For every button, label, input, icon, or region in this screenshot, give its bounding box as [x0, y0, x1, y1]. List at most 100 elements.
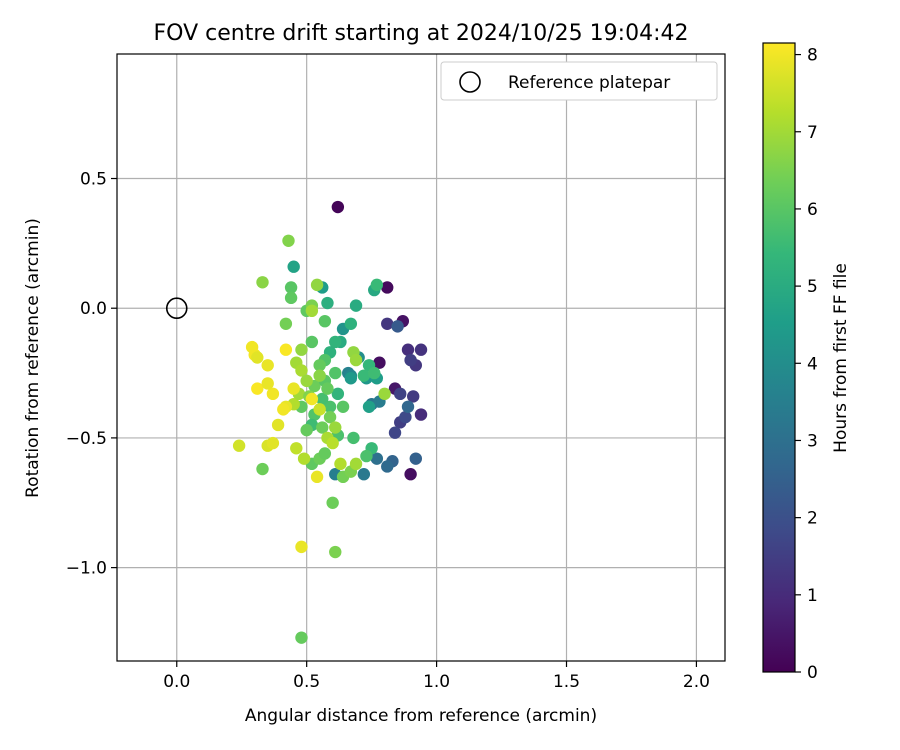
data-point [362, 400, 376, 413]
data-point [266, 436, 280, 450]
data-point [331, 387, 345, 401]
x-tick-label: 0.0 [163, 672, 190, 692]
data-point [347, 431, 360, 445]
colorbar-tick-label: 0 [807, 663, 818, 683]
data-point [404, 468, 417, 481]
data-point [297, 452, 311, 465]
data-point [316, 392, 329, 406]
data-point [329, 335, 342, 349]
data-point [282, 234, 295, 247]
data-point [251, 382, 264, 395]
data-point [290, 442, 303, 455]
data-point [323, 410, 337, 424]
data-point [256, 276, 269, 289]
data-point [349, 457, 363, 471]
colorbar-tick-label: 1 [807, 586, 818, 606]
data-point [329, 545, 342, 559]
data-point [251, 351, 264, 364]
data-point [321, 296, 334, 310]
data-point [357, 369, 371, 382]
scatter-points [232, 200, 428, 644]
x-tick-label: 1.0 [423, 672, 450, 692]
data-point [313, 403, 326, 416]
y-axis-label: Rotation from reference (arcmin) [23, 218, 43, 498]
data-point [277, 403, 290, 416]
colorbar-tick-label: 2 [807, 509, 818, 529]
data-point [284, 291, 298, 305]
data-point [329, 421, 342, 434]
y-tick-label: 0.5 [80, 170, 107, 190]
colorbar-tick-label: 4 [807, 354, 818, 374]
colorbar-tick-label: 3 [807, 431, 818, 451]
data-point [256, 462, 269, 476]
data-point [349, 353, 363, 367]
x-tick-label: 1.5 [553, 672, 580, 692]
data-point [326, 496, 339, 509]
plot-area [117, 54, 725, 661]
data-point [295, 343, 308, 356]
data-point [344, 317, 358, 330]
x-axis-ticks: 0.0 0.5 1.0 1.5 2.0 [163, 661, 710, 692]
colorbar-tick-label: 7 [807, 123, 818, 143]
data-point [394, 387, 407, 401]
y-tick-label: −1.0 [66, 559, 107, 579]
colorbar-tick-label: 5 [807, 277, 818, 297]
legend: Reference platepar [440, 61, 718, 101]
data-point [370, 278, 384, 292]
data-point [287, 260, 300, 273]
grid-lines [117, 54, 725, 661]
data-point [334, 457, 347, 471]
plot-frame [116, 53, 726, 662]
data-point [310, 278, 324, 292]
data-point [378, 387, 391, 401]
data-point [331, 200, 345, 214]
legend-box [440, 61, 718, 101]
data-point [245, 340, 259, 354]
data-point [295, 631, 308, 644]
data-point [300, 423, 313, 437]
reference-platepar-marker [165, 297, 188, 320]
data-point [279, 317, 293, 330]
data-point [360, 449, 373, 463]
data-point [261, 359, 274, 372]
data-point [295, 364, 308, 377]
colorbar-gradient [762, 42, 796, 673]
data-point [287, 382, 300, 395]
data-point [349, 299, 363, 312]
data-point [336, 400, 350, 413]
data-point [407, 390, 420, 403]
y-tick-label: 0.0 [80, 299, 107, 319]
y-tick-label: −0.5 [66, 429, 107, 449]
data-point [414, 408, 428, 421]
data-point [279, 343, 293, 356]
data-point [271, 418, 285, 432]
data-point [357, 468, 371, 481]
data-point [399, 410, 412, 424]
data-point [305, 392, 319, 406]
data-point [313, 359, 326, 372]
y-axis-ticks: 0.5 0.0 −0.5 −1.0 [66, 170, 117, 579]
chart-title: FOV centre drift starting at 2024/10/25 … [154, 21, 689, 46]
data-point [414, 343, 428, 356]
data-point [305, 304, 319, 318]
x-axis-label: Angular distance from reference (arcmin) [245, 706, 597, 726]
data-point [318, 314, 332, 328]
data-point [381, 460, 394, 473]
data-point [388, 426, 402, 439]
data-point [391, 320, 404, 333]
data-point [326, 436, 339, 450]
data-point [404, 353, 417, 367]
data-point [295, 540, 308, 554]
data-point [305, 335, 319, 349]
colorbar: 0 1 2 3 4 5 6 7 8 Hours from first FF file [762, 42, 851, 683]
colorbar-label: Hours from first FF file [831, 263, 851, 453]
data-point [313, 369, 326, 382]
data-point [321, 382, 334, 395]
data-point [368, 366, 381, 380]
data-point [232, 439, 246, 452]
data-point [381, 281, 394, 294]
data-point [344, 372, 358, 385]
data-point [401, 343, 415, 356]
x-tick-label: 2.0 [683, 672, 710, 692]
